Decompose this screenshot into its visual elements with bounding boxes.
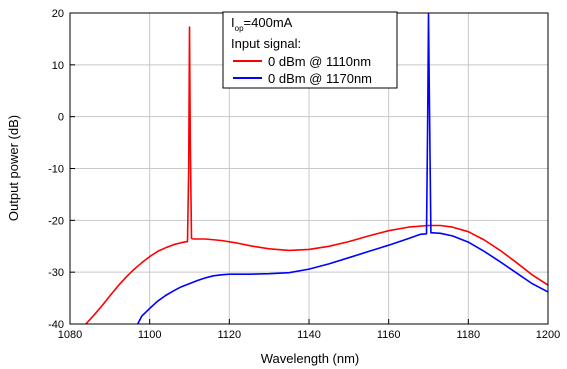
y-tick-label: -10 [48, 164, 64, 176]
legend-current-line: Iop=400mA [231, 15, 293, 33]
series-line-0 [85, 26, 549, 325]
y-tick-labels: -40 -30 -20 -10 0 10 20 [48, 8, 64, 331]
x-tick-label: 1100 [138, 329, 162, 341]
legend-box [222, 11, 398, 89]
x-tick-label: 1160 [377, 329, 401, 341]
x-tick-label: 1140 [297, 329, 321, 341]
y-tick-label: -30 [48, 267, 64, 279]
x-tick-label: 1200 [536, 329, 560, 341]
y-tick-label: -40 [48, 319, 64, 331]
legend-current-subscript: op [235, 24, 244, 33]
y-tick-label: -20 [48, 215, 64, 227]
legend-current-symbol: I [231, 15, 235, 30]
y-axis-title: Output power (dB) [6, 115, 21, 221]
y-tick-label: 0 [58, 112, 64, 124]
y-tick-label: 10 [52, 60, 64, 72]
ticks [69, 12, 549, 325]
legend-label-series-1: 0 dBm @ 1170nm [268, 71, 372, 86]
series-line-1 [136, 13, 549, 325]
x-tick-label: 1120 [218, 329, 242, 341]
x-tick-label: 1180 [457, 329, 481, 341]
legend-label-series-0: 0 dBm @ 1110nm [268, 54, 371, 69]
x-tick-labels: 1080 1100 1120 1140 1160 1180 1200 [58, 329, 560, 341]
series-lines [85, 13, 549, 325]
x-axis-title: Wavelength (nm) [261, 351, 360, 366]
x-tick-label: 1080 [58, 329, 82, 341]
legend-input-signal: Input signal: [231, 36, 301, 51]
legend: Iop=400mA Input signal: 0 dBm @ 1110nm 0… [222, 11, 398, 89]
legend-current-value: =400mA [244, 15, 293, 30]
y-tick-label: 20 [52, 8, 64, 20]
